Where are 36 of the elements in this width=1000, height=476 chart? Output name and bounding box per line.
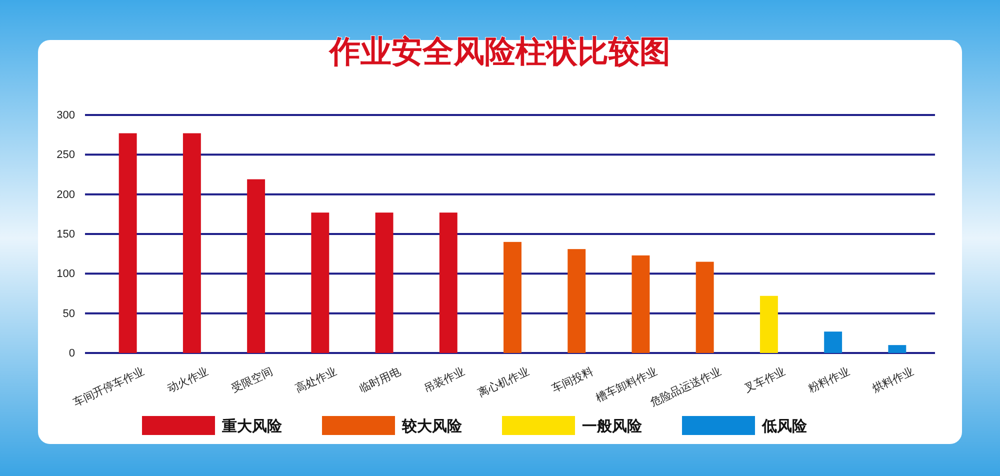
x-tick-label: 粉料作业: [806, 364, 852, 396]
bar: [375, 212, 394, 353]
bar: [824, 332, 842, 353]
x-tick-label: 烘料作业: [870, 364, 916, 396]
x-tick-label: 临时用电: [357, 364, 403, 396]
y-tick-label: 200: [56, 188, 75, 201]
legend-label: 重大风险: [221, 417, 283, 435]
x-tick-label: 高处作业: [293, 364, 339, 396]
bar: [632, 255, 650, 353]
x-tick-label: 受限空间: [229, 364, 275, 396]
x-tick-label: 车间开停车作业: [71, 364, 146, 410]
bar: [247, 179, 266, 353]
legend-label: 一般风险: [582, 417, 643, 435]
bar: [568, 249, 586, 353]
x-tick-label: 叉车作业: [742, 364, 788, 396]
bar: [760, 296, 778, 353]
x-tick-label: 动火作业: [165, 364, 210, 396]
chart-title: 作业安全风险柱状比较图: [328, 34, 670, 70]
y-tick-label: 100: [56, 268, 75, 280]
legend-label: 低风险: [761, 417, 808, 435]
bar: [696, 262, 714, 353]
x-tick-label: 车间投料: [550, 364, 596, 396]
y-tick-label: 150: [56, 228, 75, 241]
bar: [118, 133, 137, 353]
x-tick-label: 吊装作业: [422, 364, 467, 396]
bar: [888, 345, 906, 353]
y-tick-label: 300: [56, 110, 75, 122]
y-tick-label: 250: [56, 149, 75, 162]
bar: [439, 212, 458, 353]
bar: [311, 212, 330, 353]
bar: [504, 242, 522, 353]
y-tick-label: 50: [62, 308, 75, 320]
x-tick-label: 离心机作业: [476, 364, 532, 400]
bar: [182, 133, 201, 353]
y-tick-label: 0: [68, 348, 75, 360]
legend-label: 较大风险: [401, 417, 463, 435]
